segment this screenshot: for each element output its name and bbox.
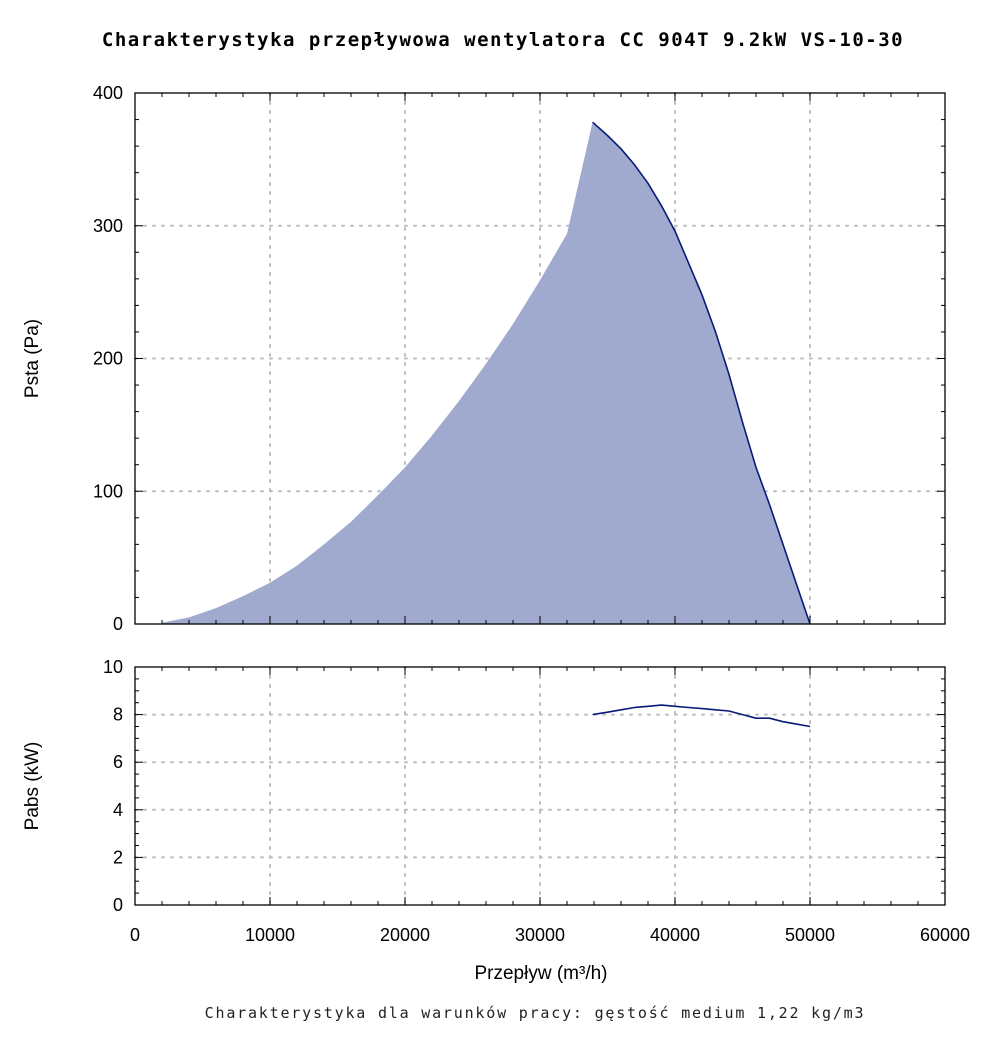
power-y-tick-label-1: 2 [113, 847, 123, 867]
x-tick-label-2: 20000 [380, 925, 430, 945]
pressure-panel: 0 100 200 300 400 Psta (Pa) [22, 83, 946, 634]
x-tick-label-0: 0 [130, 925, 140, 945]
pressure-y-axis-label: Psta (Pa) [22, 319, 43, 398]
x-tick-label-5: 50000 [785, 925, 835, 945]
pressure-y-tick-label-0: 0 [113, 614, 123, 634]
pressure-y-tick-label-3: 300 [93, 216, 123, 236]
pressure-y-tick-label-4: 400 [93, 83, 123, 103]
power-y-tick-label-4: 8 [113, 705, 123, 725]
x-tick-label-4: 40000 [650, 925, 700, 945]
power-y-tick-label-0: 0 [113, 895, 123, 915]
power-y-tick-label-5: 10 [103, 657, 123, 677]
x-tick-label-1: 10000 [245, 925, 295, 945]
power-y-tick-label-2: 4 [113, 800, 123, 820]
x-tick-label-3: 30000 [515, 925, 565, 945]
pressure-series-area-0 [162, 122, 810, 624]
x-axis-label: Przepływ (m³/h) [474, 963, 607, 984]
chart-footnote: Charakterystyka dla warunków pracy: gęst… [205, 1004, 866, 1022]
chart-title: Charakterystyka przepływowa wentylatora … [102, 29, 904, 51]
power-series-line-0 [592, 704, 811, 728]
power-y-axis-label: Pabs (kW) [22, 742, 43, 831]
x-tick-label-6: 60000 [920, 925, 970, 945]
pressure-y-tick-label-2: 200 [93, 349, 123, 369]
pressure-y-tick-label-1: 100 [93, 481, 123, 501]
pressure-series-line-0 [592, 121, 811, 625]
power-y-tick-label-3: 6 [113, 752, 123, 772]
power-panel: 0 2 4 6 8 10 0 10000 20000 30000 40000 50000 60000 Pa… [22, 657, 970, 945]
